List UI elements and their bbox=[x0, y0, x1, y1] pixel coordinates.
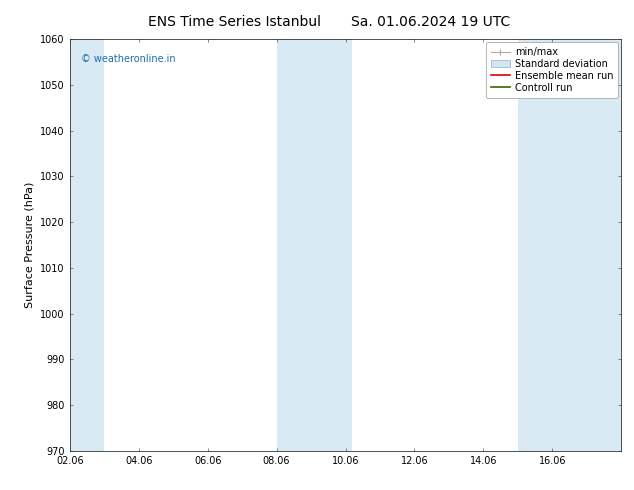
Legend: min/max, Standard deviation, Ensemble mean run, Controll run: min/max, Standard deviation, Ensemble me… bbox=[486, 42, 618, 98]
Y-axis label: Surface Pressure (hPa): Surface Pressure (hPa) bbox=[25, 182, 35, 308]
Bar bbox=[70, 39, 104, 451]
Bar bbox=[518, 39, 621, 451]
Text: © weatheronline.in: © weatheronline.in bbox=[81, 53, 176, 64]
Text: Sa. 01.06.2024 19 UTC: Sa. 01.06.2024 19 UTC bbox=[351, 15, 511, 29]
Bar bbox=[276, 39, 353, 451]
Text: ENS Time Series Istanbul: ENS Time Series Istanbul bbox=[148, 15, 321, 29]
